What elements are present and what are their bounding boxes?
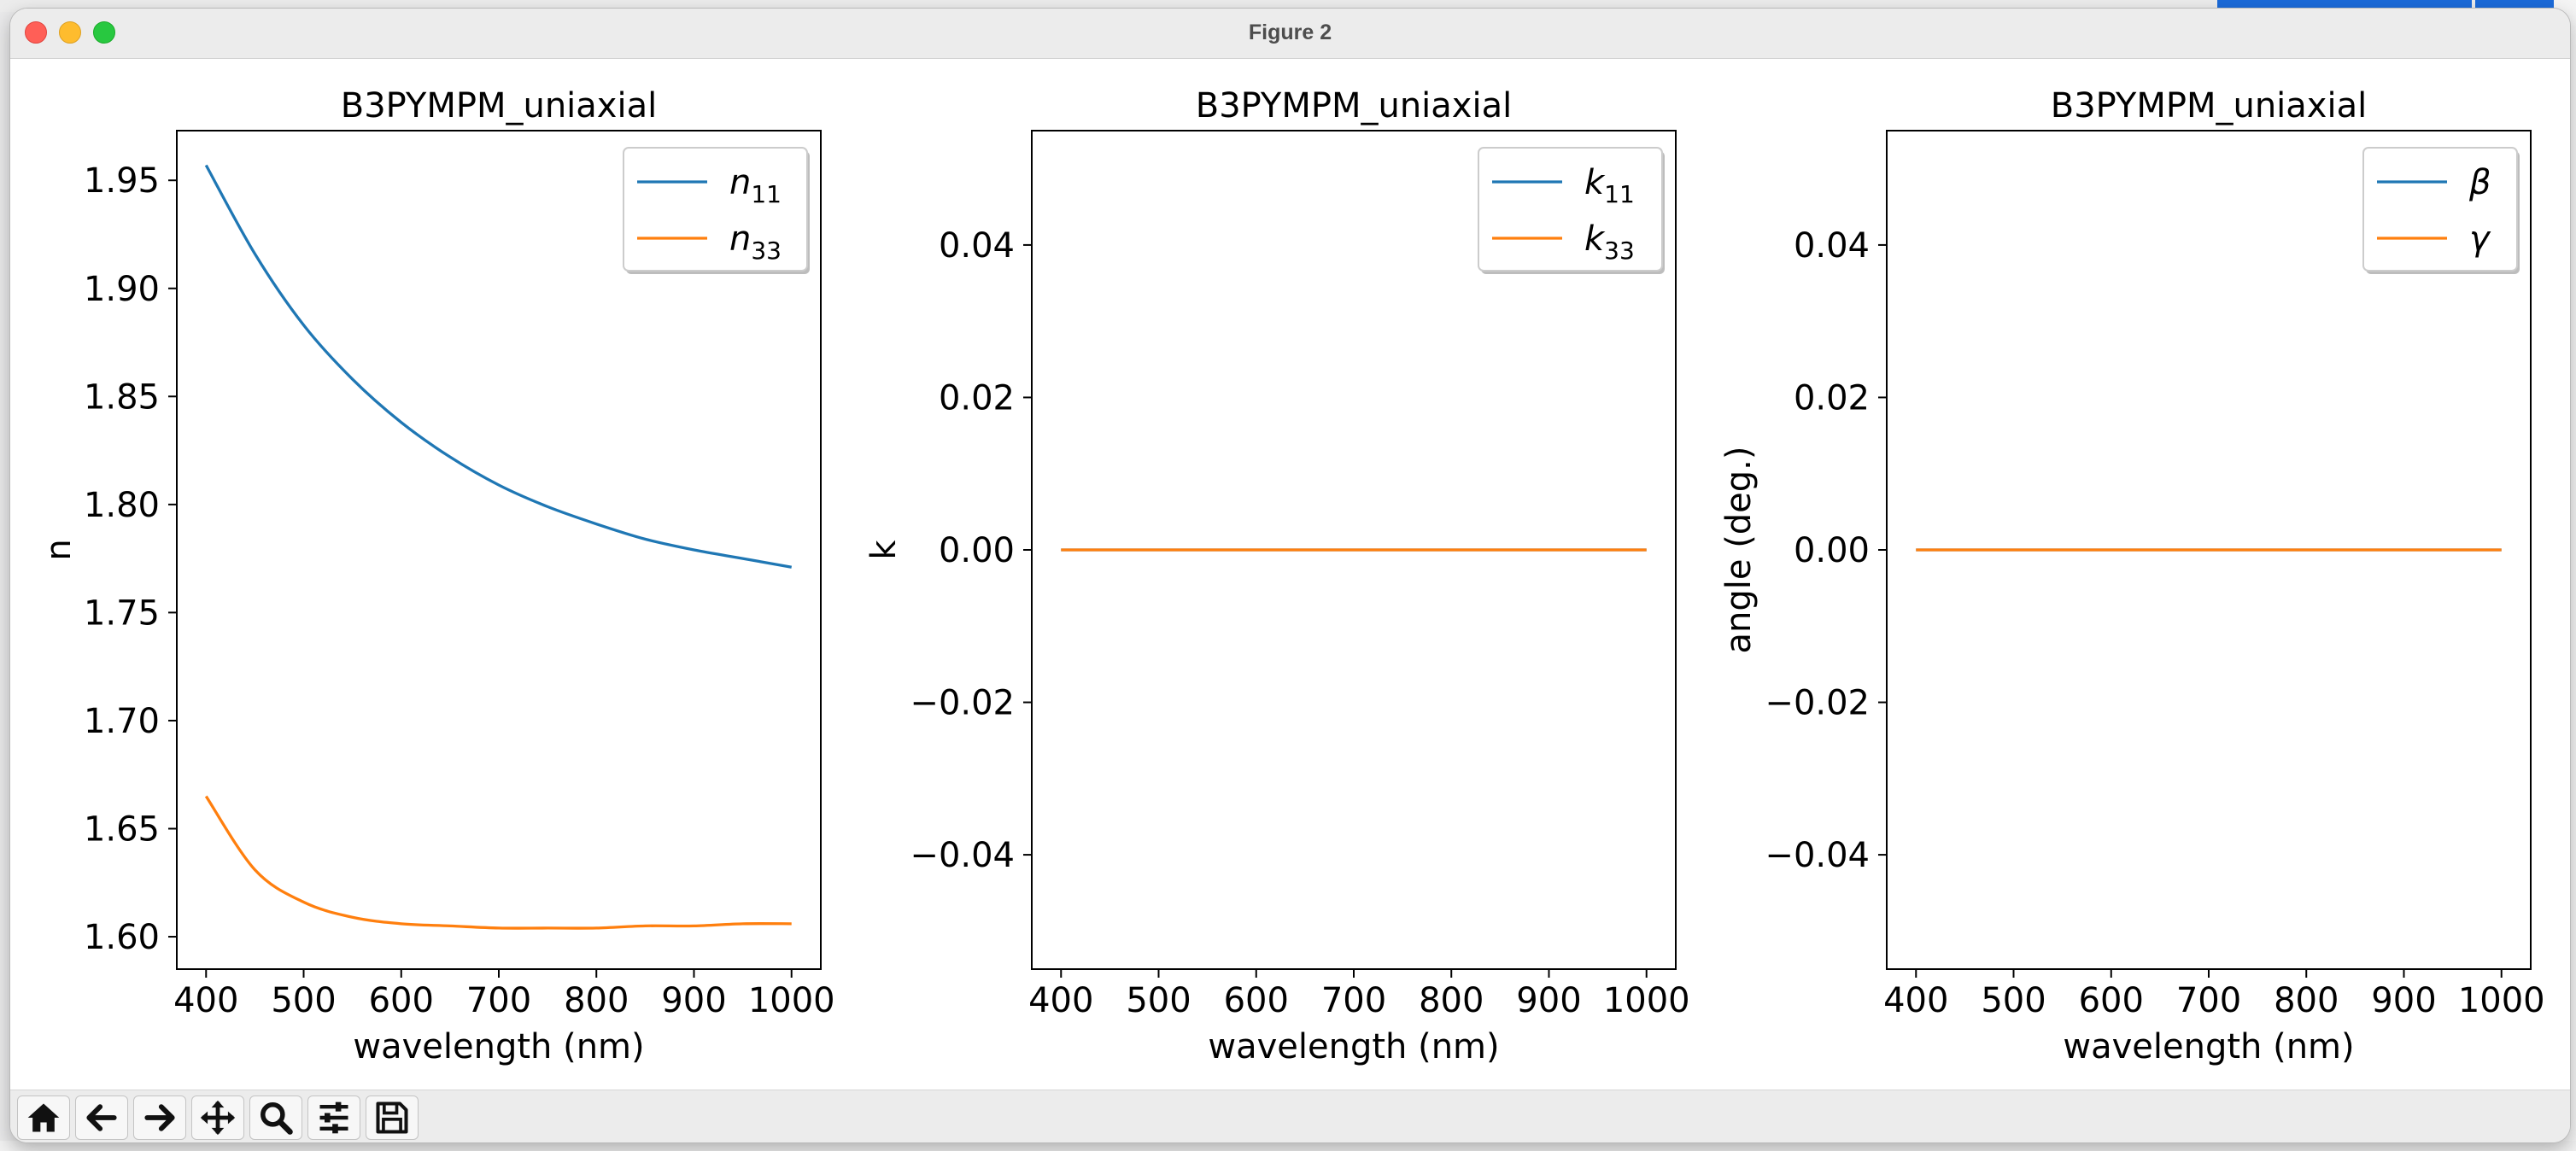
background-button <box>2217 0 2472 10</box>
y-tick-label: 1.90 <box>84 270 160 309</box>
x-axis-label: wavelength (nm) <box>1208 1027 1499 1066</box>
plot-title: B3PYMPM_uniaxial <box>1196 86 1512 126</box>
y-tick-label: 0.02 <box>939 378 1015 418</box>
x-tick-label: 500 <box>271 981 336 1020</box>
y-tick-label: 0.00 <box>1794 531 1870 570</box>
save-button[interactable] <box>366 1095 419 1140</box>
x-tick-label: 1000 <box>2458 981 2545 1020</box>
floppy-disk-icon <box>376 1101 408 1134</box>
arrow-right-icon <box>144 1104 175 1131</box>
x-axis-label: wavelength (nm) <box>2063 1027 2354 1066</box>
figure-canvas[interactable]: B3PYMPM_uniaxial 400 500 600 700 800 900 1000 1.… <box>10 59 2570 1090</box>
minimize-window-button[interactable] <box>59 21 81 44</box>
legend-label: k33 <box>1584 219 1635 265</box>
subplot-1: B3PYMPM_uniaxial 400 500 600 700 800 900 1000 1.… <box>39 86 835 1066</box>
y-tick-label: 0.04 <box>1794 226 1870 266</box>
x-tick-label: 800 <box>564 981 629 1020</box>
x-tick-label: 500 <box>1126 981 1191 1020</box>
x-tick-label: 600 <box>2079 981 2144 1020</box>
x-tick-label: 900 <box>2371 981 2436 1020</box>
subplot-2: B3PYMPM_uniaxial 400 500 600 700 800 900 1000 −0… <box>864 86 1690 1066</box>
maximize-window-button[interactable] <box>93 21 115 44</box>
y-tick-label: −0.04 <box>910 836 1015 875</box>
x-tick-label: 1000 <box>1603 981 1690 1020</box>
y-tick-label: −0.02 <box>1765 684 1870 723</box>
legend-label: γ <box>2469 219 2491 259</box>
sliders-icon <box>319 1101 348 1134</box>
legend-box <box>1478 147 1663 272</box>
navigation-toolbar <box>10 1090 2570 1142</box>
x-tick-label: 700 <box>2176 981 2241 1020</box>
background-button <box>2475 0 2576 10</box>
x-tick-label: 400 <box>173 981 238 1020</box>
y-axis-label: angle (deg.) <box>1719 446 1759 653</box>
x-tick-label: 400 <box>1028 981 1093 1020</box>
x-tick-label: 700 <box>466 981 531 1020</box>
plot-title: B3PYMPM_uniaxial <box>341 86 657 126</box>
configure-subplots-button[interactable] <box>307 1095 360 1140</box>
back-button[interactable] <box>75 1095 128 1140</box>
legend: βγ <box>2362 147 2520 274</box>
x-axis-label: wavelength (nm) <box>353 1027 644 1066</box>
x-tick-label: 1000 <box>748 981 835 1020</box>
plots-svg[interactable]: B3PYMPM_uniaxial 400 500 600 700 800 900 1000 1.… <box>10 59 2570 1090</box>
legend-label: n11 <box>729 163 782 208</box>
x-tick-label: 800 <box>1419 981 1484 1020</box>
legend-label: β <box>2468 163 2491 202</box>
title-bar[interactable]: Figure 2 <box>10 9 2570 59</box>
y-tick-label: 0.00 <box>939 531 1015 570</box>
y-tick-label: 1.75 <box>84 593 160 633</box>
plot-title: B3PYMPM_uniaxial <box>2051 86 2367 126</box>
legend-label: k11 <box>1584 163 1635 208</box>
y-axis-label: k <box>864 540 904 560</box>
y-tick-label: 0.04 <box>939 226 1015 266</box>
y-tick-label: 1.85 <box>84 377 160 417</box>
x-tick-label: 500 <box>1981 981 2046 1020</box>
home-icon <box>27 1103 60 1132</box>
y-tick-label: 1.95 <box>84 161 160 201</box>
y-tick-label: 1.65 <box>84 809 160 849</box>
y-tick-label: 1.70 <box>84 702 160 741</box>
x-tick-label: 900 <box>661 981 726 1020</box>
x-tick-label: 700 <box>1321 981 1386 1020</box>
x-tick-label: 600 <box>369 981 434 1020</box>
subplot-3: B3PYMPM_uniaxial 400 500 600 700 800 900 1000 −0… <box>1719 86 2545 1066</box>
y-axis-label: n <box>39 539 79 560</box>
y-tick-label: 1.80 <box>84 486 160 525</box>
legend-box <box>2362 147 2518 272</box>
x-tick-label: 800 <box>2274 981 2339 1020</box>
close-window-button[interactable] <box>25 21 47 44</box>
y-tick-label: 1.60 <box>84 918 160 957</box>
home-button[interactable] <box>17 1095 70 1140</box>
legend-box <box>623 147 808 272</box>
x-tick-label: 900 <box>1516 981 1581 1020</box>
zoom-button[interactable] <box>249 1095 302 1140</box>
y-tick-label: −0.04 <box>1765 836 1870 875</box>
x-tick-label: 600 <box>1224 981 1289 1020</box>
background-window-edge <box>0 1141 2576 1151</box>
arrow-left-icon <box>86 1104 117 1131</box>
series-line-n11 <box>204 164 793 569</box>
magnifier-icon <box>261 1102 293 1135</box>
pan-button[interactable] <box>191 1095 244 1140</box>
move-icon <box>200 1100 236 1136</box>
series-line-n33 <box>204 795 792 930</box>
y-tick-label: −0.02 <box>910 684 1015 723</box>
figure-window: Figure 2 B3PYMPM_uniaxial 400 500 600 700 800… <box>10 9 2570 1142</box>
legend-label: n33 <box>729 219 782 265</box>
x-tick-label: 400 <box>1883 981 1948 1020</box>
window-title: Figure 2 <box>1248 20 1332 44</box>
forward-button[interactable] <box>133 1095 186 1140</box>
y-tick-label: 0.02 <box>1794 378 1870 418</box>
